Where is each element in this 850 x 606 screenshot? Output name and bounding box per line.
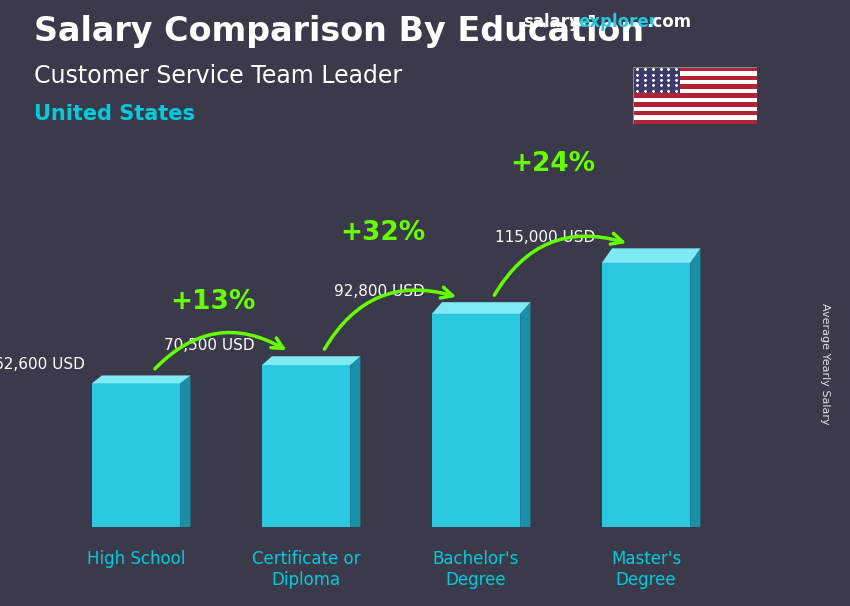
Polygon shape	[432, 314, 520, 527]
Text: +32%: +32%	[340, 220, 425, 246]
Polygon shape	[520, 302, 530, 527]
Text: United States: United States	[34, 104, 195, 124]
Bar	[633, 107, 756, 111]
Text: 115,000 USD: 115,000 USD	[495, 230, 595, 245]
Text: High School: High School	[87, 550, 185, 568]
Bar	[633, 98, 756, 102]
Text: salary: salary	[523, 13, 580, 32]
Bar	[633, 89, 756, 93]
Polygon shape	[690, 248, 700, 527]
Bar	[633, 115, 756, 120]
Polygon shape	[92, 384, 180, 527]
Text: +24%: +24%	[510, 152, 595, 178]
Bar	[633, 67, 680, 93]
Polygon shape	[602, 263, 690, 527]
Text: 62,600 USD: 62,600 USD	[0, 357, 85, 372]
Text: Bachelor's
Degree: Bachelor's Degree	[433, 550, 519, 589]
Text: +13%: +13%	[170, 290, 255, 316]
Bar	[633, 84, 756, 89]
Bar	[633, 120, 756, 124]
Text: .com: .com	[646, 13, 691, 32]
Bar	[633, 76, 756, 80]
Polygon shape	[432, 302, 530, 314]
Text: Certificate or
Diploma: Certificate or Diploma	[252, 550, 360, 589]
Polygon shape	[92, 375, 190, 384]
Text: explorer: explorer	[578, 13, 657, 32]
Polygon shape	[350, 356, 360, 527]
Polygon shape	[262, 365, 350, 527]
Bar	[633, 67, 756, 71]
Polygon shape	[180, 375, 190, 527]
Text: 70,500 USD: 70,500 USD	[164, 338, 255, 353]
Text: Master's
Degree: Master's Degree	[611, 550, 681, 589]
Bar	[633, 71, 756, 76]
Bar	[633, 80, 756, 84]
Text: Customer Service Team Leader: Customer Service Team Leader	[34, 64, 402, 88]
Text: Salary Comparison By Education: Salary Comparison By Education	[34, 15, 644, 48]
Bar	[633, 102, 756, 107]
Bar	[633, 93, 756, 98]
Text: Average Yearly Salary: Average Yearly Salary	[819, 303, 830, 424]
Polygon shape	[602, 248, 700, 263]
Bar	[633, 111, 756, 115]
Text: 92,800 USD: 92,800 USD	[334, 284, 425, 299]
Polygon shape	[262, 356, 360, 365]
